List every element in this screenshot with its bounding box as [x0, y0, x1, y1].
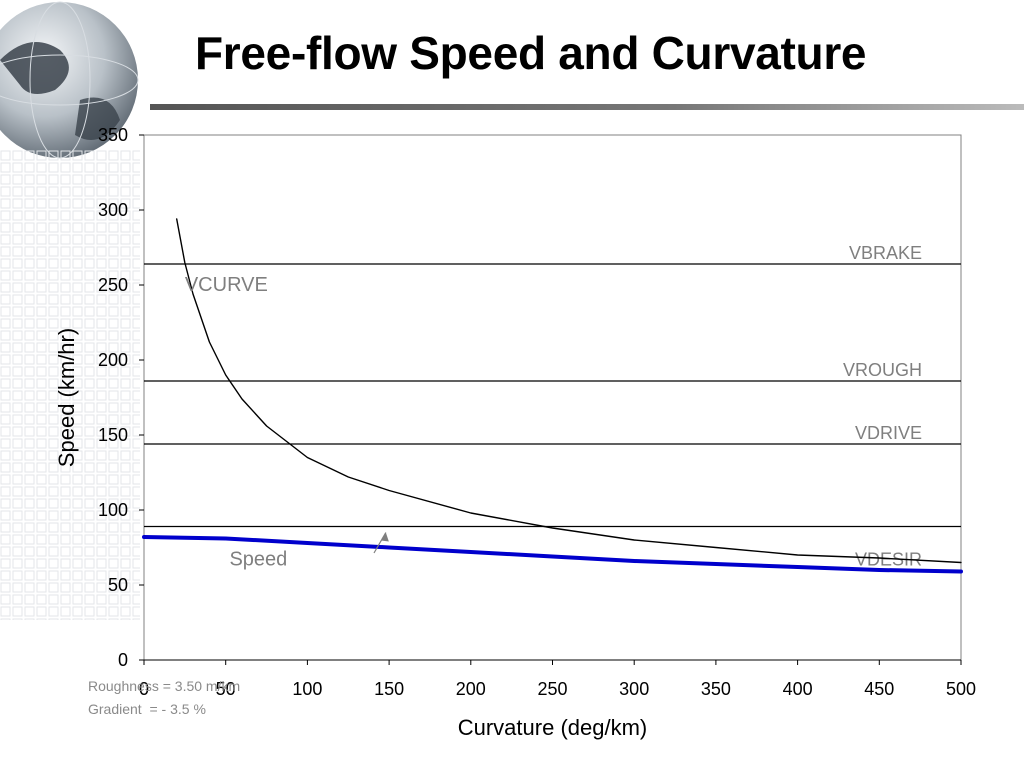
y-tick-label: 300 — [98, 200, 128, 220]
limit-label-vdesir: VDESIR — [855, 550, 922, 570]
annotation-speed: Speed — [229, 549, 287, 571]
globe-logo — [0, 1, 139, 159]
y-tick-label: 50 — [108, 575, 128, 595]
x-tick-label: 100 — [292, 679, 322, 699]
x-tick-label: 400 — [783, 679, 813, 699]
x-tick-label: 250 — [537, 679, 567, 699]
background-grid-pattern — [0, 150, 140, 620]
x-tick-label: 0 — [139, 679, 149, 699]
limit-label-vdrive: VDRIVE — [855, 423, 922, 443]
y-tick-label: 350 — [98, 125, 128, 145]
title-divider — [150, 104, 1024, 110]
x-tick-label: 500 — [946, 679, 976, 699]
x-tick-label: 350 — [701, 679, 731, 699]
x-tick-label: 450 — [864, 679, 894, 699]
x-axis-title: Curvature (deg/km) — [458, 715, 648, 740]
slide-title: Free-flow Speed and Curvature — [195, 27, 867, 79]
annotation-vcurve: VCURVE — [185, 274, 268, 296]
y-tick-label: 250 — [98, 275, 128, 295]
series-line-vcurve — [176, 218, 962, 564]
y-axis-title: Speed (km/hr) — [54, 328, 79, 467]
plot-frame — [143, 134, 962, 661]
limit-label-vrough: VROUGH — [843, 360, 922, 380]
roughness-note: Roughness = 3.50 m/km — [88, 678, 241, 694]
y-tick-label: 100 — [98, 500, 128, 520]
limit-label-vbrake: VBRAKE — [849, 243, 922, 263]
y-tick-label: 0 — [118, 650, 128, 670]
annotation-arrow-head — [380, 532, 389, 542]
gradient-note: Gradient = - 3.5 % — [88, 701, 206, 717]
y-tick-label: 150 — [98, 425, 128, 445]
y-tick-label: 200 — [98, 350, 128, 370]
x-tick-label: 300 — [619, 679, 649, 699]
series-line-speed — [142, 535, 963, 574]
x-tick-label: 50 — [216, 679, 236, 699]
x-tick-label: 150 — [374, 679, 404, 699]
x-tick-label: 200 — [456, 679, 486, 699]
